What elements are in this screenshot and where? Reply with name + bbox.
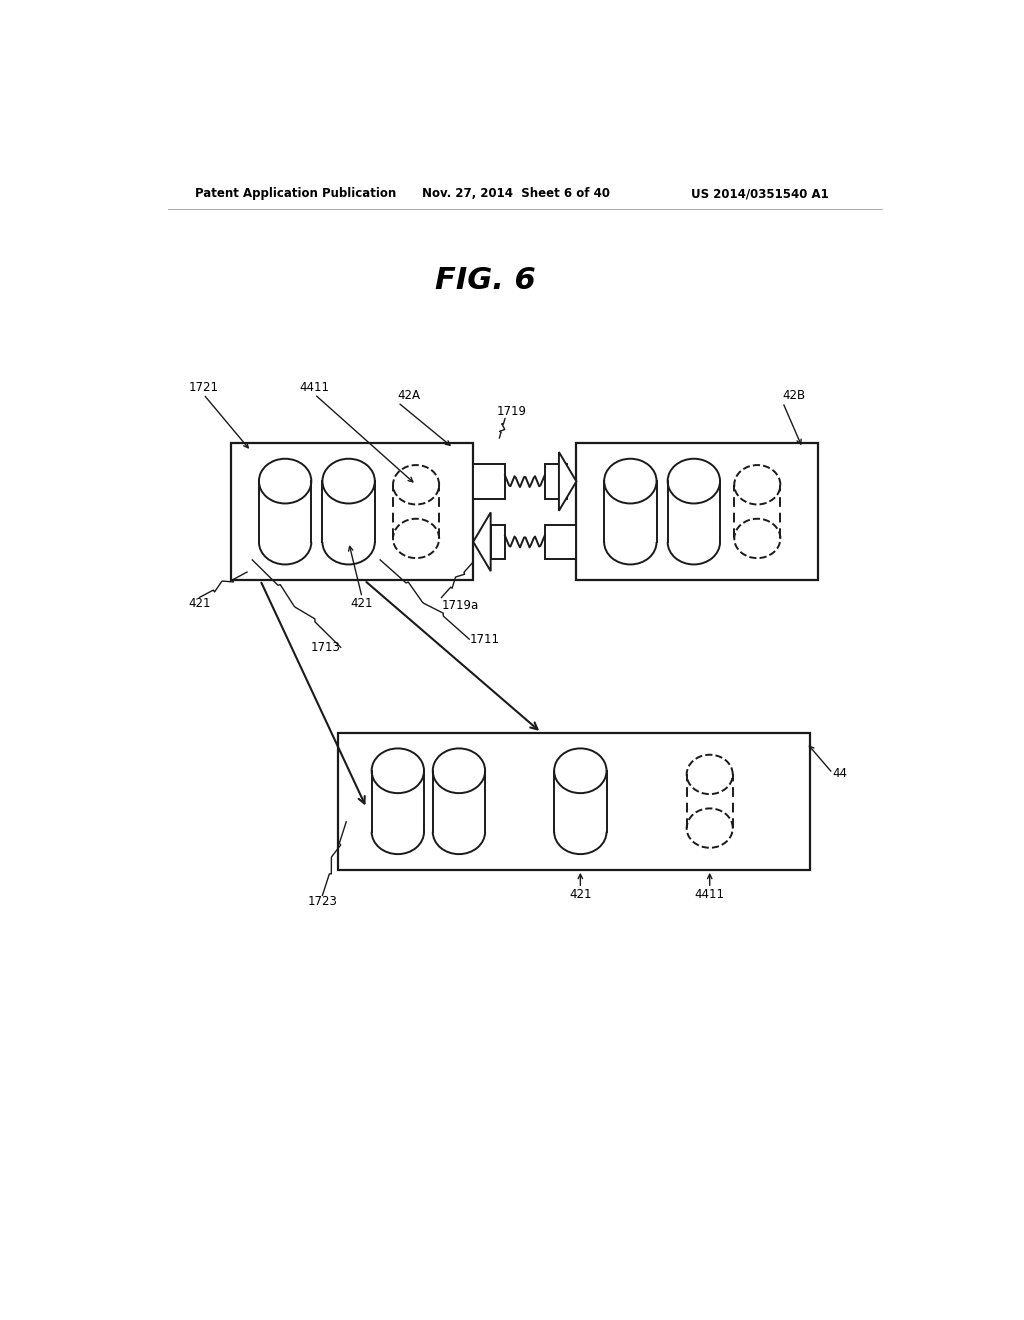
Text: 4411: 4411 <box>299 381 330 395</box>
Polygon shape <box>668 480 720 543</box>
Ellipse shape <box>393 465 439 504</box>
Text: 1711: 1711 <box>469 632 500 645</box>
Ellipse shape <box>687 755 733 795</box>
Bar <box>545 524 577 560</box>
Polygon shape <box>433 771 485 832</box>
Ellipse shape <box>668 459 720 503</box>
Text: 42B: 42B <box>782 389 806 403</box>
Text: 1713: 1713 <box>311 640 341 653</box>
Text: 44: 44 <box>833 767 848 780</box>
Ellipse shape <box>372 748 424 793</box>
Text: 1719a: 1719a <box>441 598 479 611</box>
Ellipse shape <box>734 465 780 504</box>
Bar <box>473 465 505 499</box>
Ellipse shape <box>604 459 656 503</box>
Text: 421: 421 <box>188 598 211 610</box>
Ellipse shape <box>433 748 485 793</box>
Bar <box>338 733 811 870</box>
Polygon shape <box>604 480 656 543</box>
Text: FIG. 6: FIG. 6 <box>435 265 536 294</box>
Text: 4411: 4411 <box>694 888 725 902</box>
Text: 1721: 1721 <box>188 381 218 395</box>
Polygon shape <box>687 775 733 828</box>
Polygon shape <box>393 484 439 539</box>
Text: 1723: 1723 <box>307 895 337 908</box>
Bar <box>231 444 473 581</box>
Bar <box>490 524 505 560</box>
Text: 1719: 1719 <box>497 405 527 417</box>
Ellipse shape <box>259 459 311 503</box>
Text: 421: 421 <box>351 598 374 610</box>
Polygon shape <box>559 451 577 511</box>
Text: Nov. 27, 2014  Sheet 6 of 40: Nov. 27, 2014 Sheet 6 of 40 <box>422 187 609 201</box>
Polygon shape <box>372 771 424 832</box>
Bar <box>577 444 818 581</box>
Text: 421: 421 <box>569 888 592 902</box>
Polygon shape <box>554 771 606 832</box>
Polygon shape <box>473 512 490 572</box>
Text: 42A: 42A <box>397 389 421 403</box>
Ellipse shape <box>323 459 375 503</box>
Ellipse shape <box>554 748 606 793</box>
Polygon shape <box>259 480 311 543</box>
Text: US 2014/0351540 A1: US 2014/0351540 A1 <box>691 187 829 201</box>
Polygon shape <box>734 484 780 539</box>
Bar <box>545 465 567 499</box>
Text: Patent Application Publication: Patent Application Publication <box>196 187 396 201</box>
Polygon shape <box>323 480 375 543</box>
